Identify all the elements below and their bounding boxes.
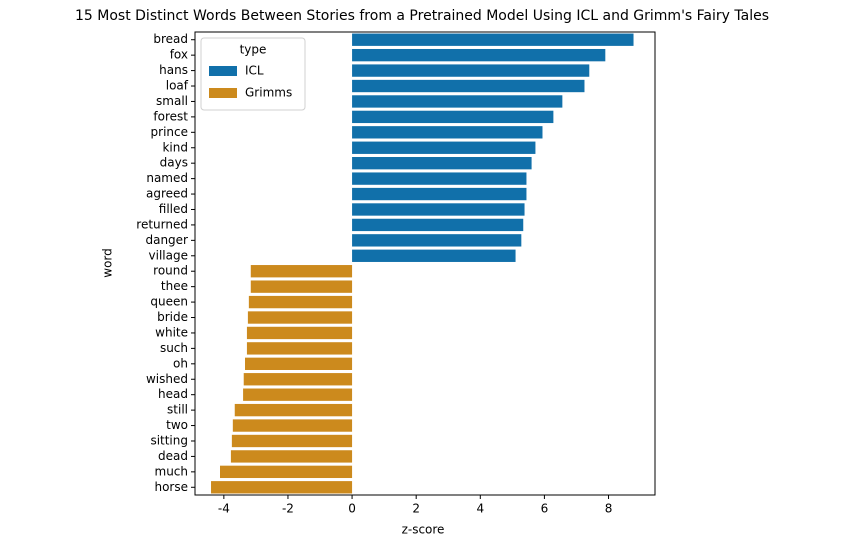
bar [243, 388, 353, 401]
bar [245, 357, 353, 370]
x-tick-label: 0 [348, 502, 356, 516]
bar [243, 373, 353, 386]
y-tick-label: kind [162, 140, 188, 154]
legend-title: type [240, 43, 267, 57]
y-tick-label: prince [151, 125, 188, 139]
bar [352, 79, 585, 93]
bar [352, 234, 522, 247]
y-tick-label: oh [173, 356, 188, 370]
legend-swatch [209, 88, 237, 98]
bar [250, 280, 353, 293]
y-tick-label: danger [145, 233, 188, 247]
bar [250, 265, 353, 278]
bar [352, 249, 516, 262]
y-tick-label: bread [153, 32, 188, 46]
y-tick-label: returned [136, 217, 188, 231]
bar [352, 141, 536, 154]
y-tick-label: forest [153, 109, 188, 123]
bar [352, 64, 590, 77]
y-tick-label: head [158, 387, 188, 401]
y-tick-label: white [155, 325, 188, 339]
y-tick-label: agreed [146, 187, 188, 201]
y-tick-label: sitting [150, 433, 188, 447]
y-tick-label: small [156, 94, 188, 108]
bar [352, 95, 563, 108]
y-tick-label: filled [159, 202, 188, 216]
bar [246, 326, 353, 340]
x-tick-label: 2 [412, 502, 420, 516]
y-tick-label: fox [170, 48, 188, 62]
bar [352, 203, 525, 216]
bar [220, 465, 353, 479]
x-tick-label: -2 [282, 502, 294, 516]
legend-label: ICL [245, 64, 264, 78]
y-tick-label: loaf [166, 79, 189, 93]
y-tick-label: two [166, 418, 188, 432]
y-tick-label: thee [161, 279, 188, 293]
bar [246, 342, 353, 355]
bar [352, 33, 634, 46]
bar [352, 172, 527, 185]
y-tick-label: round [153, 264, 188, 278]
plot-frame [194, 31, 656, 496]
bar [231, 434, 353, 448]
x-axis-label: z-score [402, 523, 445, 537]
bar [352, 110, 554, 124]
y-tick-label: much [155, 464, 189, 478]
x-tick-label: -4 [218, 502, 230, 516]
bar [211, 481, 353, 494]
bar [248, 295, 353, 309]
y-tick-label: queen [150, 295, 188, 309]
y-tick-label: hans [159, 63, 188, 77]
y-tick-label: named [146, 171, 188, 185]
y-axis-label: word [101, 248, 115, 278]
legend-label: Grimms [245, 86, 292, 100]
x-tick-label: 4 [476, 502, 484, 516]
legend-swatch [209, 66, 237, 76]
y-tick-label: still [167, 403, 188, 417]
bar [247, 311, 353, 324]
bar [232, 419, 353, 432]
chart-title: 15 Most Distinct Words Between Stories f… [75, 8, 769, 24]
bar [234, 403, 353, 417]
y-tick-label: wished [146, 372, 188, 386]
bar [352, 48, 606, 62]
y-tick-label: bride [157, 310, 188, 324]
bar [352, 187, 527, 201]
bar [352, 157, 532, 170]
y-tick-label: dead [158, 449, 188, 463]
y-tick-label: such [160, 341, 188, 355]
y-tick-label: days [160, 156, 188, 170]
bar [230, 450, 353, 463]
x-tick-label: 6 [541, 502, 549, 516]
bar [352, 126, 543, 139]
x-tick-label: 8 [605, 502, 613, 516]
bar [352, 218, 524, 232]
y-tick-label: horse [154, 480, 188, 494]
y-tick-label: village [149, 248, 188, 262]
